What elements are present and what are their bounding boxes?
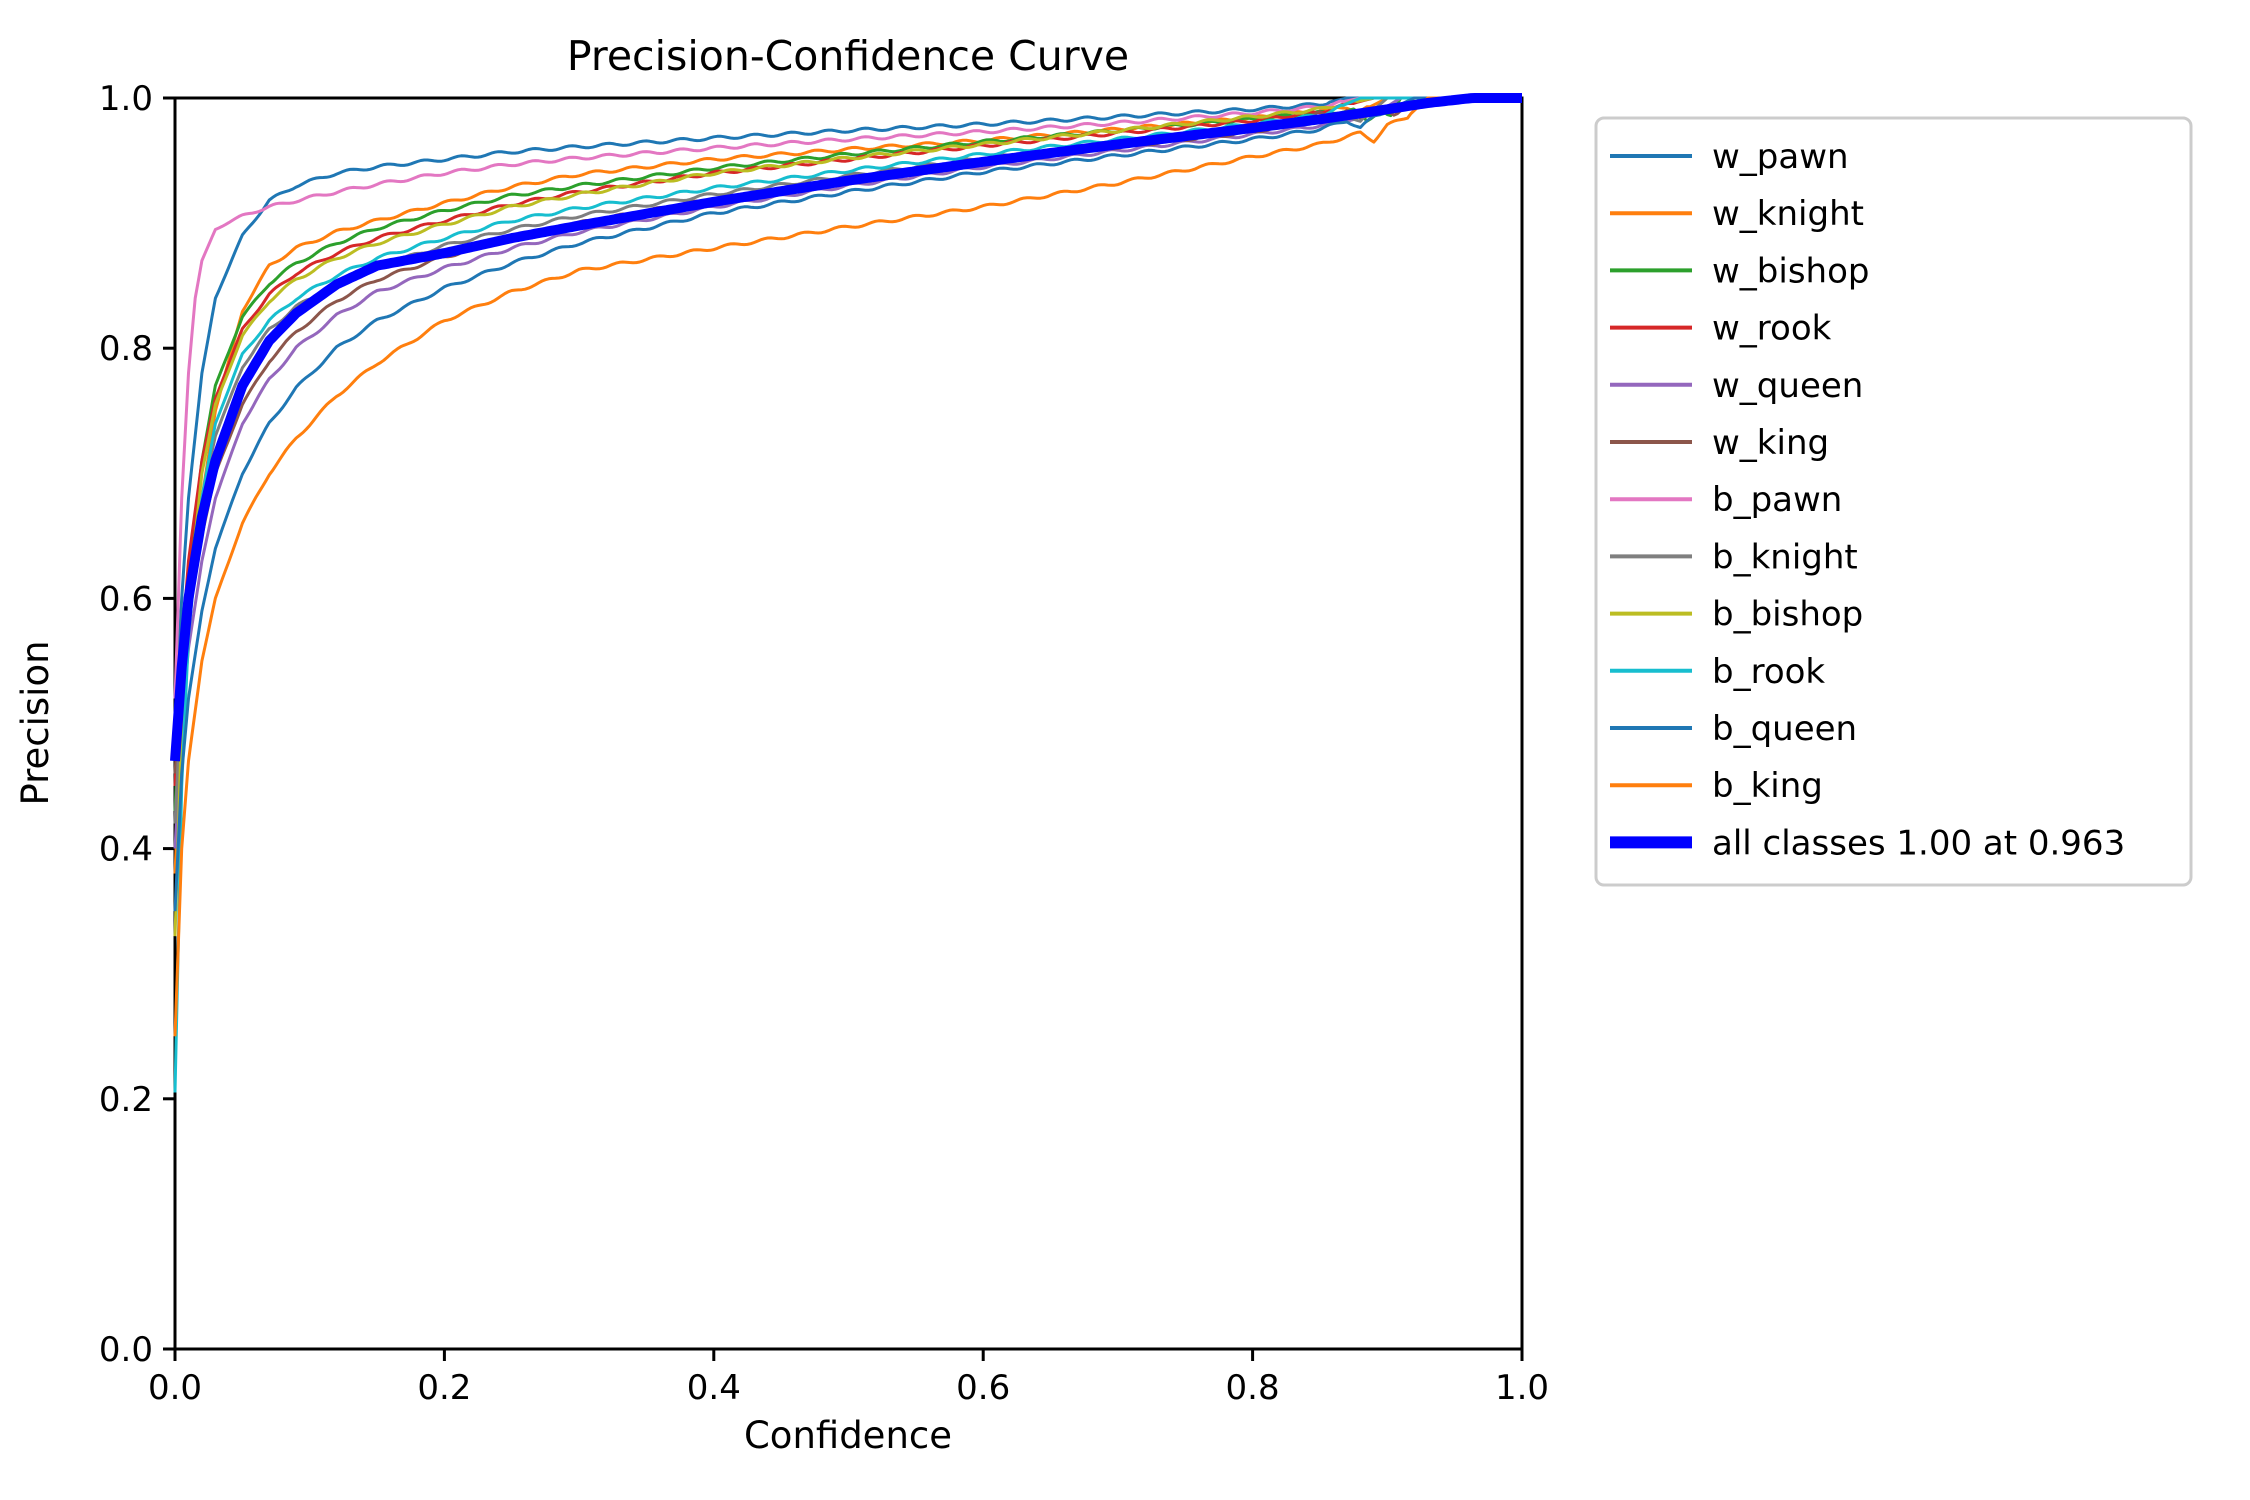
x-axis-label: Confidence: [744, 1414, 952, 1457]
curve-b-bishop: [173, 96, 1522, 937]
curve-b-queen: [173, 96, 1522, 912]
curve-w-bishop: [173, 96, 1522, 812]
legend-item: b_queen: [1610, 709, 1857, 749]
y-tick-label: 0.8: [99, 329, 153, 369]
legend-item: w_queen: [1610, 366, 1863, 406]
y-axis-label: Precision: [14, 640, 57, 805]
x-tick-label: 1.0: [1495, 1368, 1549, 1408]
legend-label: w_rook: [1712, 309, 1832, 349]
y-tick-label: 0.4: [99, 830, 153, 870]
legend-label: all classes 1.00 at 0.963: [1712, 823, 2125, 863]
legend-item: w_king: [1610, 423, 1829, 463]
legend-box: [1594, 116, 2193, 887]
y-tick-label: 0.0: [99, 1330, 153, 1370]
legend-item: b_bishop: [1610, 595, 1863, 635]
curve-all-classes-1-00-at-0-963: [170, 93, 1524, 762]
legend-label: b_rook: [1712, 652, 1825, 692]
legend-item: b_pawn: [1610, 480, 1842, 520]
legend-label: w_knight: [1712, 194, 1864, 234]
x-tick-label: 0.4: [687, 1368, 741, 1408]
y-tick-label: 0.2: [99, 1080, 153, 1120]
legend-item: w_knight: [1610, 194, 1864, 234]
legend-label: w_queen: [1712, 366, 1863, 406]
legend-item: w_rook: [1610, 309, 1832, 349]
legend-item: b_king: [1610, 766, 1823, 806]
y-tick-label: 0.6: [99, 579, 153, 619]
curve-b-king: [173, 96, 1522, 1037]
legend-label: w_king: [1712, 423, 1829, 463]
legend-item: w_bishop: [1610, 251, 1869, 291]
legend-label: w_bishop: [1712, 251, 1869, 291]
axis-ticks: 0.0 0.2 0.4 0.6 0.8 1.0 0.0 0.2 0.4 0.6 0.8 1.0: [99, 79, 1549, 1408]
x-tick-label: 0.0: [148, 1368, 202, 1408]
legend-item: b_rook: [1610, 652, 1825, 692]
curve-b-pawn: [173, 96, 1522, 699]
legend: w_pawn w_knight w_bishop w_rook w_queen w_kin…: [1594, 116, 2193, 887]
chart-title: Precision-Confidence Curve: [567, 32, 1129, 80]
curve-series-group: [170, 93, 1524, 1093]
curve-w-pawn: [173, 96, 1522, 724]
legend-label: b_queen: [1712, 709, 1857, 749]
legend-label: w_pawn: [1712, 137, 1849, 177]
legend-label: b_bishop: [1712, 595, 1863, 635]
legend-label: b_king: [1712, 766, 1823, 806]
y-tick-label: 1.0: [99, 79, 153, 119]
legend-item: w_pawn: [1610, 137, 1849, 177]
x-tick-label: 0.6: [956, 1368, 1010, 1408]
x-tick-label: 0.8: [1226, 1368, 1280, 1408]
legend-item: b_knight: [1610, 537, 1858, 577]
legend-item: all classes 1.00 at 0.963: [1610, 823, 2125, 863]
x-tick-label: 0.2: [417, 1368, 471, 1408]
legend-label: b_pawn: [1712, 480, 1842, 520]
legend-label: b_knight: [1712, 537, 1858, 577]
